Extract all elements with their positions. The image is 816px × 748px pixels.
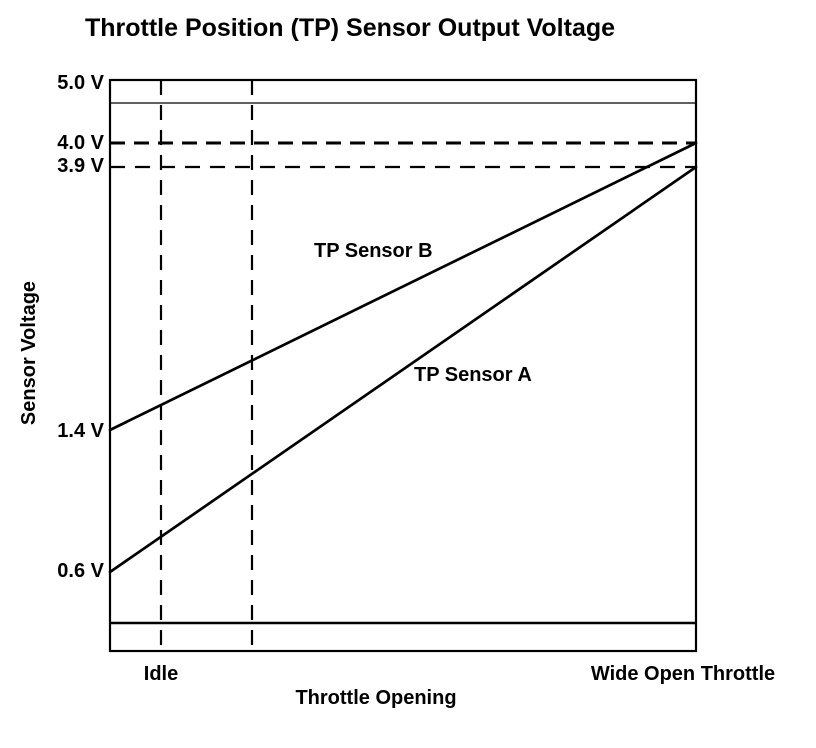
x-tick-wide-open-throttle: Wide Open Throttle [590,663,776,685]
x-axis-label: Throttle Opening [295,687,457,709]
y-tick-3-9-v: 3.9 V [57,155,104,177]
series-line-tp-sensor-b [108,141,698,432]
series-label-tp-sensor-a: TP Sensor A [414,364,532,386]
x-tick-idle: Idle [143,663,179,685]
chart-title: Throttle Position (TP) Sensor Output Vol… [84,14,616,42]
series-label-tp-sensor-b: TP Sensor B [314,240,433,262]
series-line-tp-sensor-a [108,165,698,574]
y-tick-5-0-v: 5.0 V [57,72,104,94]
y-tick-0-6-v: 0.6 V [57,560,104,582]
plot-border [108,78,698,653]
y-tick-4-0-v: 4.0 V [57,132,104,154]
y-tick-1-4-v: 1.4 V [57,420,104,442]
y-axis-label: Sensor Voltage [18,280,40,426]
